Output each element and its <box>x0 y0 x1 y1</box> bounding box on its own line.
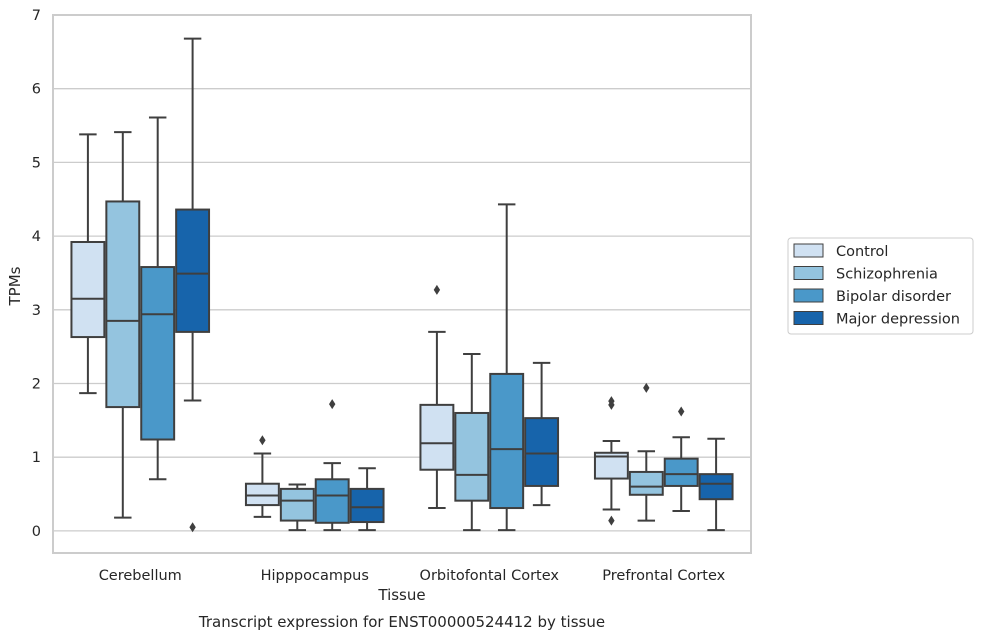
box-1-0 <box>105 131 141 519</box>
box-0-3 <box>593 396 629 526</box>
box-iqr <box>524 417 560 487</box>
box-0-2 <box>419 284 455 510</box>
y-tick-label: 3 <box>32 303 41 319</box>
x-tick-label: Orbitofontal Cortex <box>420 568 560 584</box>
x-tick-label: Cerebellum <box>99 568 182 584</box>
y-tick-label: 7 <box>32 8 41 24</box>
y-axis-ticks: 0 1 2 3 4 5 6 7 <box>32 8 41 540</box>
plot-frame <box>52 14 752 554</box>
outlier-point <box>329 399 336 410</box>
box-iqr <box>279 487 315 522</box>
y-axis-label: TPMs <box>6 266 24 306</box>
box-iqr <box>314 478 350 524</box>
legend: Control Schizophrenia Bipolar disorder Majo… <box>787 237 974 335</box>
box-iqr <box>70 240 106 339</box>
legend-items: Control Schizophrenia Bipolar disorder Majo… <box>793 243 960 328</box>
box-iqr <box>175 208 211 333</box>
chart-caption: Transcript expression for ENST0000052441… <box>198 613 605 631</box>
legend-swatch <box>793 266 824 280</box>
box-1-2 <box>454 353 490 532</box>
box-3-3 <box>698 437 734 532</box>
box-iqr <box>454 411 490 502</box>
x-axis-label: Tissue <box>377 586 425 604</box>
y-tick-label: 6 <box>32 82 41 98</box>
boxes-layer <box>70 37 734 533</box>
box-3-2 <box>524 361 560 507</box>
box-iqr <box>698 473 734 501</box>
box-iqr <box>419 403 455 471</box>
legend-swatch <box>793 288 824 303</box>
outlier-point <box>608 396 615 407</box>
box-1-3 <box>628 382 664 522</box>
outlier-point <box>608 515 615 526</box>
outlier-point <box>643 382 650 393</box>
box-3-0 <box>175 37 211 533</box>
legend-label: Control <box>836 244 888 260</box>
box-1-1 <box>279 483 315 532</box>
legend-swatch <box>793 243 824 258</box>
box-0-1 <box>244 435 280 518</box>
y-tick-label: 5 <box>32 155 41 171</box>
legend-label: Bipolar disorder <box>836 289 951 305</box>
outlier-point <box>678 406 685 417</box>
outlier-point <box>189 522 196 533</box>
box-iqr <box>140 266 176 441</box>
legend-swatch <box>793 311 824 325</box>
box-2-1 <box>314 399 350 532</box>
x-axis-ticks: Cerebellum Hipppocampus Orbitofontal Corte… <box>99 568 726 584</box>
box-2-3 <box>663 406 699 512</box>
box-iqr <box>489 372 525 510</box>
y-tick-label: 1 <box>32 450 41 466</box>
box-iqr <box>105 200 141 409</box>
legend-label: Major depression <box>836 312 960 328</box>
legend-frame <box>787 237 974 335</box>
x-tick-label: Prefrontal Cortex <box>602 568 725 584</box>
box-3-1 <box>349 467 385 532</box>
y-tick-label: 4 <box>32 229 41 245</box>
legend-label: Schizophrenia <box>836 267 938 283</box>
y-tick-label: 2 <box>32 376 41 392</box>
box-0-0 <box>70 133 106 395</box>
box-iqr <box>663 457 699 487</box>
box-2-2 <box>489 203 525 532</box>
y-tick-label: 0 <box>32 524 41 540</box>
outlier-point <box>433 284 441 295</box>
box-iqr <box>628 470 664 496</box>
box-iqr <box>349 487 385 524</box>
box-2-0 <box>140 116 176 481</box>
outlier-point <box>259 435 266 446</box>
box-iqr <box>244 482 280 507</box>
x-tick-label: Hipppocampus <box>261 568 369 584</box>
